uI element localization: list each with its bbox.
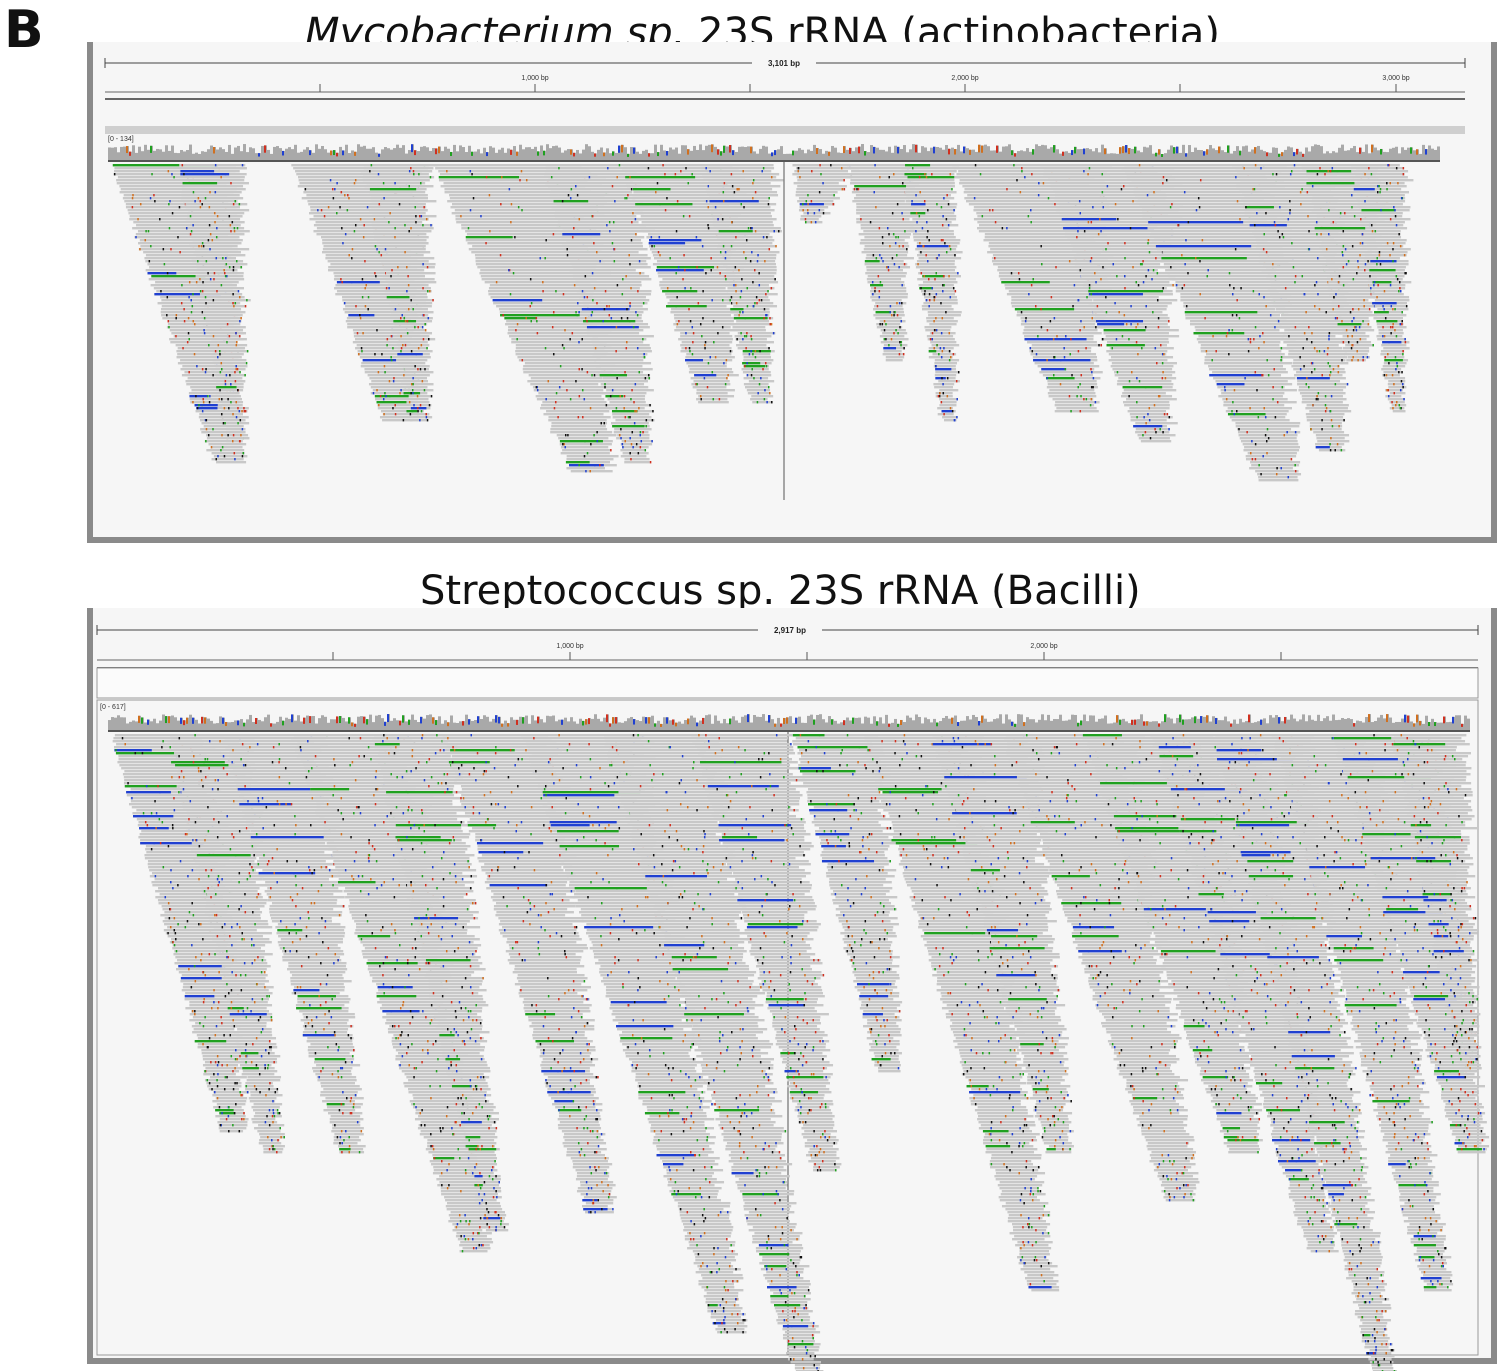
panel-1-tick-3000: 3,000 bp: [1382, 75, 1409, 82]
panel-1-length-label: 3,101 bp: [768, 59, 800, 68]
panel-2-length-label: 2,917 bp: [774, 626, 806, 635]
panel-1-tick-1000: 1,000 bp: [521, 75, 548, 82]
panel-2-title-rest: Streptococcus sp. 23S rRNA (Bacilli): [420, 568, 1141, 614]
panel-2-tick-1000: 1,000 bp: [556, 643, 583, 650]
panel-2-title: Streptococcus sp. 23S rRNA (Bacilli): [420, 568, 1141, 614]
panel-2-read-pileup: [108, 714, 1490, 1371]
panel-2-tick-2000: 2,000 bp: [1030, 643, 1057, 650]
panel-2-range-label: [0 - 617]: [100, 704, 126, 711]
panel-1-read-pileup: [108, 144, 1440, 482]
panel-1-tick-2000: 2,000 bp: [951, 75, 978, 82]
panel-letter: B: [4, 0, 44, 60]
panel-1-ruler: 3,101 bp 1,000 bp 2,000 bp 3,000 bp [0 -…: [104, 57, 1466, 500]
panel-1-range-label: [0 - 134]: [108, 136, 134, 143]
panel-2-ruler: 2,917 bp 1,000 bp 2,000 bp [0 - 617]: [96, 624, 1479, 1356]
